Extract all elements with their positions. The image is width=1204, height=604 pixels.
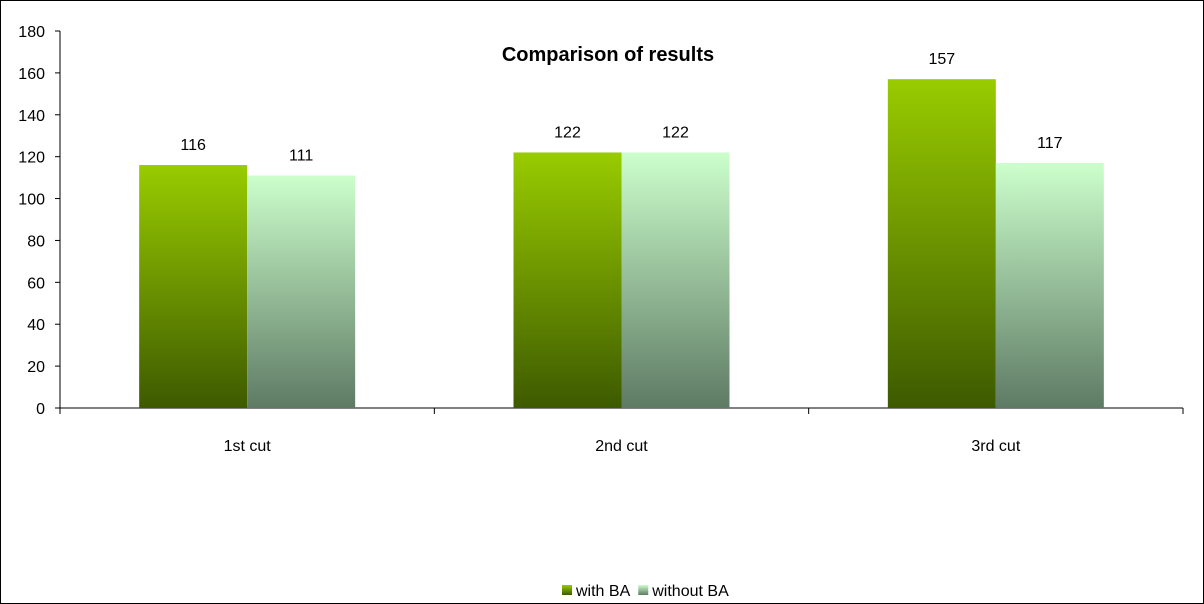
bar [513, 152, 622, 408]
y-tick-label: 120 [18, 150, 45, 167]
bar [621, 152, 730, 408]
y-tick-label: 20 [27, 359, 45, 376]
data-label: 157 [928, 51, 955, 68]
data-label: 122 [554, 124, 581, 141]
data-label: 111 [289, 148, 313, 165]
data-label: 117 [1037, 135, 1063, 152]
y-tick-label: 80 [27, 233, 45, 250]
x-tick-label: 1st cut [224, 438, 272, 455]
chart-title: Comparison of results [502, 44, 714, 66]
data-label: 122 [662, 124, 689, 141]
x-tick-label: 3rd cut [971, 438, 1020, 455]
data-label: 116 [180, 137, 206, 154]
y-tick-label: 40 [27, 317, 45, 334]
y-axis: 0 20 40 60 80 100 120 140 160 180 [18, 24, 61, 418]
data-labels-group: 116 111 122 122 157 117 [180, 51, 1062, 164]
bar [887, 79, 996, 408]
legend-label: with BA [575, 583, 631, 600]
y-tick-label: 160 [18, 66, 45, 83]
legend-label: without BA [651, 583, 729, 600]
y-tick-label: 60 [27, 275, 45, 292]
y-tick-label: 100 [18, 192, 45, 209]
legend: with BA without BA [562, 583, 729, 600]
bar [995, 162, 1104, 408]
bar [247, 175, 356, 408]
x-tick-label: 2nd cut [595, 438, 648, 455]
y-tick-label: 180 [18, 24, 45, 41]
legend-swatch [562, 585, 572, 595]
y-tick-label: 140 [18, 108, 45, 125]
bars-group [139, 79, 1104, 408]
legend-swatch [638, 585, 649, 595]
y-tick-label: 0 [36, 401, 45, 418]
bar [139, 165, 248, 408]
